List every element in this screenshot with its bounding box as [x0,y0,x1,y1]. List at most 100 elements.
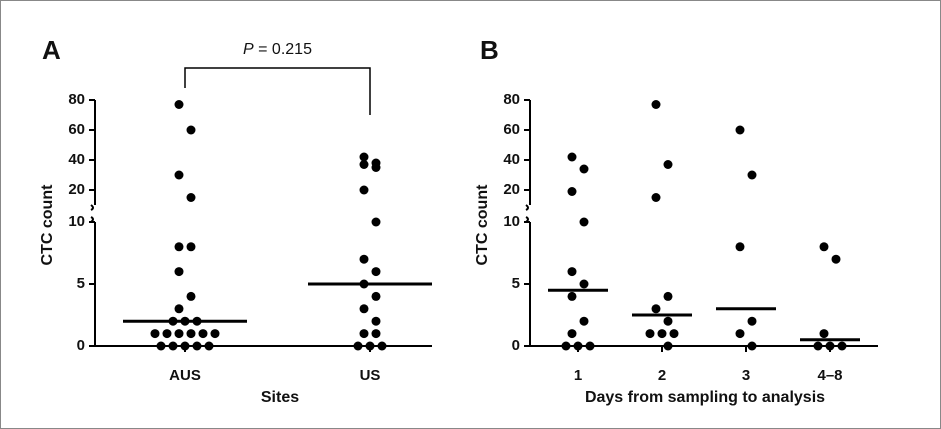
x-axis-title: Days from sampling to analysis [585,389,825,406]
data-point [579,217,589,227]
data-point [186,329,196,339]
data-point [735,329,745,339]
y-tick-label: 0 [512,337,520,354]
data-point [663,341,673,351]
data-point [567,267,577,277]
data-point [837,341,847,351]
data-point [204,341,214,351]
data-point [180,341,190,351]
data-point [174,100,184,109]
data-point [359,160,369,169]
data-point [186,242,196,252]
data-point [663,291,673,301]
y-tick-label: 20 [68,181,85,198]
y-tick-label: 10 [68,213,85,230]
data-point [371,316,381,326]
data-point [377,341,387,351]
data-point [174,267,184,277]
data-point [819,329,829,339]
x-tick-label: 3 [742,367,750,384]
data-point [579,164,589,174]
data-point [198,329,208,339]
data-point [657,329,667,339]
data-point [371,163,381,172]
data-point [567,291,577,301]
data-point [831,254,841,264]
y-axis-title: CTC count [39,184,56,266]
data-point [365,341,375,351]
y-tick-label: 40 [503,151,520,168]
y-tick-label: 5 [77,275,85,292]
y-tick-label: 80 [68,91,85,108]
annotation-text: = 0.215 [258,41,312,58]
data-point [747,316,757,326]
data-point [651,193,661,202]
panel-label: B [480,35,499,65]
data-point [819,242,829,252]
y-tick-label: 80 [503,91,520,108]
data-point [645,329,655,339]
data-point [651,304,661,314]
data-point [156,341,166,351]
data-point [174,329,184,339]
data-point [371,291,381,301]
y-tick-label: 60 [503,121,520,138]
x-tick-label: US [360,367,381,384]
data-point [192,341,202,351]
data-point [359,254,369,264]
y-tick-label: 10 [503,213,520,230]
data-point [567,152,577,162]
data-point [359,304,369,314]
y-tick-label: 40 [68,151,85,168]
data-point [735,125,745,135]
data-point [359,152,369,162]
y-tick-label: 5 [512,275,520,292]
data-point [669,329,679,339]
data-point [150,329,160,339]
x-tick-label: 2 [658,367,666,384]
y-axis-title: CTC count [474,184,491,266]
data-point [162,329,172,339]
data-point [210,329,220,339]
data-point [174,242,184,252]
data-point [585,341,595,351]
data-point [663,316,673,326]
data-point [186,291,196,301]
x-axis-title: Sites [261,389,299,406]
data-point [573,341,583,351]
data-point [186,125,196,135]
x-tick-label: 4–8 [817,367,842,384]
data-point [825,341,835,351]
data-point [747,341,757,351]
data-point [174,304,184,314]
data-point [735,242,745,252]
y-tick-label: 60 [68,121,85,138]
data-point [371,329,381,339]
data-point [651,100,661,109]
data-point [663,160,673,169]
data-point [579,316,589,326]
data-point [186,193,196,202]
annotation-symbol: P [243,41,254,58]
y-tick-label: 20 [503,181,520,198]
data-point [561,341,571,351]
data-point [174,170,184,180]
data-point [371,217,381,227]
x-tick-label: AUS [169,367,201,384]
data-point [371,267,381,277]
data-point [359,329,369,339]
annotation: P = 0.215 [243,41,312,58]
x-tick-label: 1 [574,367,582,384]
data-point [168,341,178,351]
significance-bracket [184,67,371,115]
data-point [353,341,363,351]
panel-label: A [42,35,61,65]
y-tick-label: 0 [77,337,85,354]
data-point [359,185,369,195]
data-point [567,329,577,339]
data-point [813,341,823,351]
data-point [579,279,589,289]
data-point [747,170,757,180]
